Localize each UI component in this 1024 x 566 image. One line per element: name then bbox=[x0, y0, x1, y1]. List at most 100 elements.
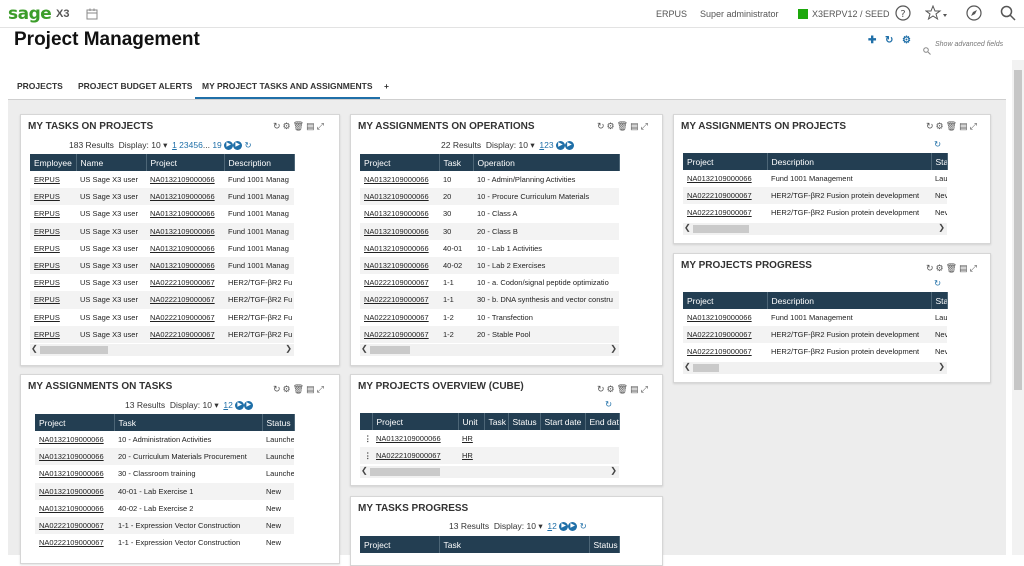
column-header[interactable]: Stat bbox=[931, 292, 948, 309]
next-page-icon[interactable]: ▶ bbox=[224, 141, 234, 151]
table-row[interactable]: ⋮ NA0222109000067 HR bbox=[360, 447, 619, 465]
cell-link[interactable]: NA0132109000066 bbox=[39, 486, 104, 496]
cell-link[interactable]: NA0132109000066 bbox=[39, 469, 104, 479]
display-select[interactable]: 10 bbox=[526, 521, 536, 531]
expand-icon[interactable]: ⤢ bbox=[640, 121, 650, 131]
reload-icon[interactable]: ↻ bbox=[579, 521, 587, 531]
cell-link[interactable]: NA0132109000066 bbox=[39, 435, 104, 445]
column-header[interactable]: Project bbox=[372, 413, 459, 430]
expand-icon[interactable]: ⤢ bbox=[969, 121, 979, 131]
table-row[interactable]: NA0132109000066 40-02 10 - Lab 2 Exercises bbox=[360, 256, 619, 275]
last-page-icon[interactable]: ▶ bbox=[564, 141, 574, 151]
tab-my-project-tasks-and-assignments[interactable]: MY PROJECT TASKS AND ASSIGNMENTS bbox=[195, 73, 380, 99]
cell-link[interactable]: ERPUS bbox=[34, 329, 60, 339]
page-2-link[interactable]: 2 bbox=[552, 521, 557, 531]
calendar-icon[interactable] bbox=[86, 7, 98, 25]
cell-link[interactable]: ERPUS bbox=[34, 243, 60, 253]
cell-link[interactable]: ERPUS bbox=[34, 295, 60, 305]
cell-link[interactable]: NA0222109000067 bbox=[687, 208, 752, 218]
gear-icon[interactable]: ⚙ bbox=[282, 121, 293, 131]
show-advanced-fields-link[interactable]: Show advanced fields bbox=[935, 41, 1004, 48]
last-page-icon[interactable]: ▶ bbox=[233, 141, 243, 151]
cell-link[interactable]: ERPUS bbox=[34, 192, 60, 202]
table-row[interactable]: NA0222109000067 1-1 10 - a. Codon/signal p… bbox=[360, 274, 619, 291]
row-menu-icon[interactable]: ⋮ bbox=[364, 434, 372, 444]
column-header[interactable]: Description bbox=[224, 154, 295, 171]
export-icon[interactable]: ▤ bbox=[959, 263, 970, 273]
project-link[interactable]: NA0222109000067 bbox=[376, 451, 441, 461]
gear-icon[interactable]: ⚙ bbox=[935, 121, 946, 131]
scroll-left-icon[interactable]: ❮ bbox=[361, 466, 368, 475]
cell-link[interactable]: NA0132109000066 bbox=[150, 261, 215, 271]
last-page-icon[interactable]: ▶ bbox=[244, 401, 254, 411]
export-icon[interactable]: ▤ bbox=[306, 121, 317, 131]
column-header[interactable]: Description bbox=[767, 292, 932, 309]
column-header[interactable]: Unit bbox=[458, 413, 485, 430]
page-2-link[interactable]: 2 bbox=[179, 140, 184, 150]
table-row[interactable]: NA0222109000067 HER2/TGF-βR2 Fusion prote… bbox=[683, 187, 947, 205]
cell-link[interactable]: ERPUS bbox=[34, 312, 60, 322]
cell-link[interactable]: NA0132109000066 bbox=[150, 226, 215, 236]
next-page-icon[interactable]: ▶ bbox=[559, 522, 569, 532]
horizontal-scrollbar[interactable]: ❮ ❯ bbox=[360, 344, 619, 356]
table-row[interactable]: ERPUS US Sage X3 user NA0132109000066 Fund … bbox=[30, 205, 294, 222]
delete-icon[interactable]: 🗑 bbox=[616, 121, 631, 131]
cell-link[interactable]: ERPUS bbox=[34, 261, 60, 271]
user-menu[interactable]: Super administrator bbox=[700, 9, 779, 19]
cell-link[interactable]: NA0222109000067 bbox=[687, 191, 752, 201]
export-icon[interactable]: ▤ bbox=[959, 121, 970, 131]
table-row[interactable]: NA0222109000067 1-2 10 - Transfection bbox=[360, 309, 619, 326]
column-header[interactable]: Stat bbox=[931, 153, 948, 170]
table-row[interactable]: NA0132109000066 Fund 1001 Management Lau bbox=[683, 170, 947, 187]
table-row[interactable]: NA0132109000066 30 10 - Class A bbox=[360, 205, 619, 222]
cell-link[interactable]: NA0132109000066 bbox=[687, 313, 752, 323]
column-header[interactable]: Project bbox=[146, 154, 225, 171]
table-row[interactable]: ⋮ NA0132109000066 HR bbox=[360, 430, 619, 447]
table-row[interactable]: ERPUS US Sage X3 user NA0132109000066 Fund … bbox=[30, 171, 294, 188]
page-4-link[interactable]: 4 bbox=[188, 140, 194, 150]
expand-icon[interactable]: ⤢ bbox=[969, 263, 979, 273]
page-1-link[interactable]: 1 bbox=[539, 140, 545, 150]
help-icon[interactable]: ? bbox=[895, 5, 911, 26]
table-row[interactable]: NA0132109000066 20 - Curriculum Materials… bbox=[35, 448, 294, 466]
column-header[interactable]: Task bbox=[439, 536, 590, 553]
delete-icon[interactable]: 🗑 bbox=[616, 384, 631, 394]
cell-link[interactable]: NA0222109000067 bbox=[150, 295, 215, 305]
table-row[interactable]: NA0222109000067 HER2/TGF-βR2 Fusion prote… bbox=[683, 343, 947, 360]
company-selector[interactable]: ERPUS bbox=[656, 9, 688, 19]
page-6-link[interactable]: 6 bbox=[198, 140, 203, 150]
folder-selector[interactable]: X3ERPV12 / SEED bbox=[812, 9, 890, 19]
cell-link[interactable]: NA0132109000066 bbox=[687, 174, 752, 184]
export-icon[interactable]: ▤ bbox=[306, 384, 317, 394]
cell-link[interactable]: NA0132109000066 bbox=[364, 261, 429, 271]
cell-link[interactable]: ERPUS bbox=[34, 226, 60, 236]
add-icon[interactable]: ✚ bbox=[868, 35, 877, 46]
cell-link[interactable]: NA0222109000067 bbox=[364, 329, 429, 339]
delete-icon[interactable]: 🗑 bbox=[945, 263, 960, 273]
refresh-icon[interactable]: ↻ bbox=[926, 263, 936, 273]
sage-logo[interactable]: sage bbox=[8, 4, 52, 24]
refresh-icon[interactable]: ↻ bbox=[273, 121, 283, 131]
page-1-link[interactable]: 1 bbox=[223, 400, 229, 410]
cell-link[interactable]: NA0222109000067 bbox=[150, 312, 215, 322]
favorites-star-icon[interactable] bbox=[924, 4, 949, 26]
delete-icon[interactable]: 🗑 bbox=[292, 384, 307, 394]
delete-icon[interactable]: 🗑 bbox=[945, 121, 960, 131]
table-row[interactable]: NA0222109000067 HER2/TGF-βR2 Fusion prote… bbox=[683, 326, 947, 344]
horizontal-scrollbar[interactable]: ❮ ❯ bbox=[30, 344, 294, 356]
page-2-link[interactable]: 2 bbox=[544, 140, 549, 150]
display-select[interactable]: 10 bbox=[202, 400, 212, 410]
reload-icon[interactable]: ↻ bbox=[934, 139, 942, 149]
scroll-left-icon[interactable]: ❮ bbox=[684, 223, 691, 232]
display-select[interactable]: 10 bbox=[518, 140, 528, 150]
table-row[interactable]: NA0222109000067 1-1 - Expression Vector C… bbox=[35, 534, 294, 551]
page-3-link[interactable]: 3 bbox=[183, 140, 189, 150]
horizontal-scrollbar[interactable]: ❮ ❯ bbox=[683, 223, 947, 235]
unit-link[interactable]: HR bbox=[462, 434, 473, 444]
project-link[interactable]: NA0132109000066 bbox=[376, 434, 441, 444]
horizontal-scrollbar[interactable]: ❮ ❯ bbox=[360, 466, 619, 478]
scroll-right-icon[interactable]: ❯ bbox=[285, 344, 292, 353]
table-row[interactable]: NA0132109000066 40-01 - Lab Exercise 1 New bbox=[35, 482, 294, 500]
cell-link[interactable]: NA0222109000067 bbox=[150, 278, 215, 288]
table-row[interactable]: ERPUS US Sage X3 user NA0132109000066 Fund … bbox=[30, 222, 294, 240]
